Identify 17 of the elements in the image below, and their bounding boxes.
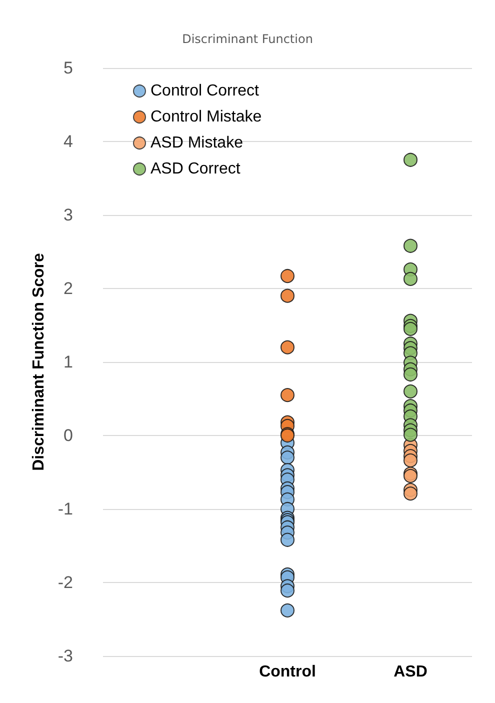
y-tick-label: 3 [64,206,73,224]
y-tick-label: -3 [58,646,73,666]
y-tick-label: -2 [58,573,73,592]
legend-label: ASD Correct [150,160,241,178]
chart-title: Discriminant Function [182,32,313,46]
x-tick-label: ASD [394,664,428,680]
y-tick-label: -1 [58,500,73,518]
x-tick-label: Control [259,664,316,680]
legend-label: Control Correct [150,82,260,100]
legend-label: Control Mistake [150,108,262,126]
legend-label: ASD Mistake [150,134,244,152]
y-tick-label: 5 [64,58,73,78]
y-tick-label: 4 [64,132,73,151]
y-tick-label: 0 [64,426,73,445]
y-tick-label: 1 [64,352,73,372]
y-tick-label: 2 [64,279,73,298]
y-axis-title: Discriminant Function Score [30,252,48,471]
